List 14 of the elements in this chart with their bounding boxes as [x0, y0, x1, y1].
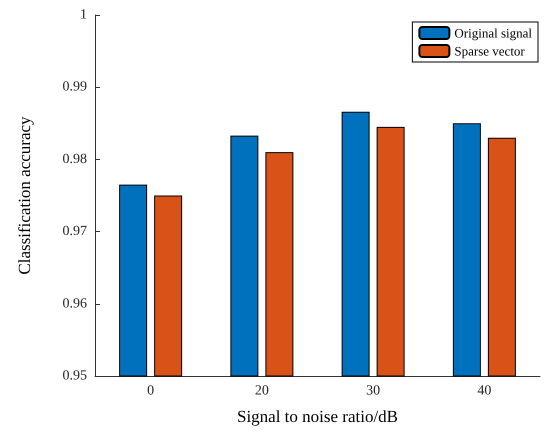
y-tick-label: 0.95 [62, 368, 87, 384]
y-tick-label: 0.98 [62, 152, 87, 167]
x-tick-label: 0 [147, 384, 154, 398]
legend-label: Sparse vector [454, 44, 526, 58]
y-axis-title: Classification accuracy [15, 116, 34, 275]
y-tick-label: 0.96 [62, 296, 87, 312]
legend-label: Original signal [454, 26, 532, 40]
y-tick-label: 1 [80, 8, 87, 22]
x-axis-title: Signal to noise ratio/dB [236, 407, 398, 426]
x-tick-label: 40 [477, 384, 492, 398]
x-tick-label: 30 [366, 384, 380, 398]
y-tick-label: 0.99 [62, 80, 87, 95]
x-tick-label: 20 [254, 384, 269, 398]
y-tick-label: 0.97 [62, 224, 87, 240]
